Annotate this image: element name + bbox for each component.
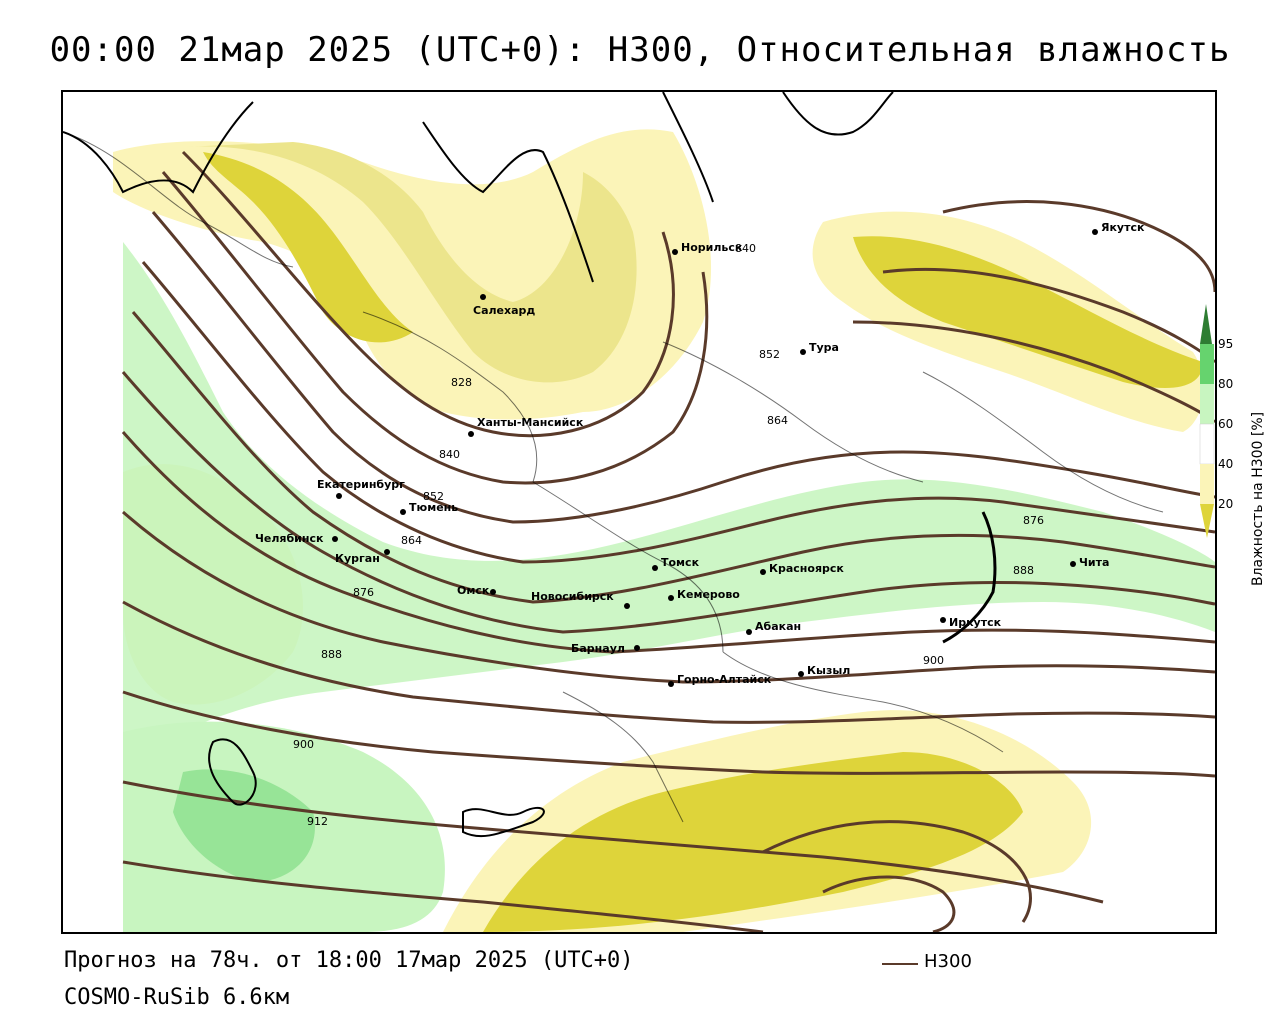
contour-label-864: 864 xyxy=(401,534,422,547)
contour-label-876-east: 876 xyxy=(1023,514,1044,527)
city-dot-chelyabinsk xyxy=(332,536,338,542)
city-dot-omsk xyxy=(490,589,496,595)
city-dot-yekaterinburg xyxy=(336,493,342,499)
humidity-area-north-core xyxy=(183,142,637,383)
humidity-area-green-band xyxy=(123,242,1215,772)
city-label-barnaul: Барнаул xyxy=(571,642,625,655)
contour-label-852: 852 xyxy=(423,490,444,503)
city-label-norilsk: Норильск xyxy=(681,241,743,254)
legend-arrow-bottom xyxy=(1200,504,1214,538)
city-label-abakan: Абакан xyxy=(755,620,801,633)
contour-label-912: 912 xyxy=(307,815,328,828)
contour-label-840: 840 xyxy=(439,448,460,461)
humidity-area-northeast-core xyxy=(853,236,1203,388)
legend-tick-40: 40 xyxy=(1218,457,1233,471)
city-dot-tyumen xyxy=(400,509,406,515)
contour-label-864-east: 864 xyxy=(767,414,788,427)
legend-tick-95: 95 xyxy=(1218,337,1233,351)
city-label-irkutsk: Иркутск xyxy=(949,616,1002,629)
city-dot-novosibirsk xyxy=(624,603,630,609)
city-dot-tura xyxy=(800,349,806,355)
humidity-area-north-peak xyxy=(203,152,413,343)
city-dot-kyzyl xyxy=(798,671,804,677)
city-label-khanty-mansiysk: Ханты-Мансийск xyxy=(477,416,584,429)
contour-label-828: 828 xyxy=(451,376,472,389)
city-dot-barnaul xyxy=(634,645,640,651)
city-dot-salekhard xyxy=(480,294,486,300)
city-dot-chita xyxy=(1070,561,1076,567)
legend-band-40-60 xyxy=(1199,423,1215,465)
city-label-kurgan: Курган xyxy=(335,552,380,565)
contour-label-888: 888 xyxy=(321,648,342,661)
contour-label-888-east: 888 xyxy=(1013,564,1034,577)
legend-band-80-95 xyxy=(1200,344,1214,384)
humidity-area-south-core xyxy=(483,752,1023,932)
contour-label-900: 900 xyxy=(293,738,314,751)
city-label-novosibirsk: Новосибирск xyxy=(531,590,614,603)
contour-label-852-east: 852 xyxy=(759,348,780,361)
lake-baikal xyxy=(942,511,997,644)
contour-label-876: 876 xyxy=(353,586,374,599)
humidity-legend: 95 80 60 40 20 Влажность на H300 [%] xyxy=(1199,304,1266,586)
h300-contours xyxy=(121,150,1215,932)
city-label-tura: Тура xyxy=(809,341,839,354)
legend-band-60-80 xyxy=(1200,384,1214,424)
city-label-yekaterinburg: Екатеринбург xyxy=(317,478,405,491)
legend-tick-80: 80 xyxy=(1218,377,1233,391)
legend-band-20-40 xyxy=(1200,464,1214,504)
map-panel: 828 840 852 864 876 888 900 912 840 852 … xyxy=(61,90,1217,934)
city-dot-kemerovo xyxy=(668,595,674,601)
city-label-omsk: Омск xyxy=(457,584,490,597)
city-label-kemerovo: Кемерово xyxy=(677,588,740,601)
weather-map: 828 840 852 864 876 888 900 912 840 852 … xyxy=(63,92,1215,932)
humidity-shading xyxy=(113,129,1215,932)
city-dot-kurgan xyxy=(384,549,390,555)
model-name: COSMO-RuSib 6.6км xyxy=(64,985,290,1010)
city-dot-irkutsk xyxy=(940,617,946,623)
contour-label-900-east: 900 xyxy=(923,654,944,667)
city-dot-krasnoyarsk xyxy=(760,569,766,575)
city-label-kyzyl: Кызыл xyxy=(807,664,850,677)
city-label-salekhard: Салехард xyxy=(473,304,535,317)
borders xyxy=(63,131,1164,823)
city-dot-gorno-altaysk xyxy=(668,681,674,687)
coastline xyxy=(63,92,894,838)
city-dot-tomsk xyxy=(652,565,658,571)
legend-title: Влажность на H300 [%] xyxy=(1250,412,1266,586)
contour-line-label: H300 xyxy=(924,951,972,972)
legend-arrow-top xyxy=(1200,304,1212,344)
city-label-krasnoyarsk: Красноярск xyxy=(769,562,844,575)
forecast-info: Прогноз на 78ч. от 18:00 17мар 2025 (UTC… xyxy=(64,948,634,973)
city-markers: Якутск Норильск Салехард Тура Ханты-Манс… xyxy=(255,221,1145,687)
contour-labels: 828 840 852 864 876 888 900 912 840 852 … xyxy=(293,242,1044,828)
city-dot-yakutsk xyxy=(1092,229,1098,235)
city-label-chelyabinsk: Челябинск xyxy=(255,532,324,545)
city-dot-abakan xyxy=(746,629,752,635)
city-label-tyumen: Тюмень xyxy=(409,501,458,514)
legend-tick-20: 20 xyxy=(1218,497,1233,511)
map-title: 00:00 21мар 2025 (UTC+0): H300, Относите… xyxy=(49,30,1231,70)
city-label-chita: Чита xyxy=(1079,556,1109,569)
legend-tick-60: 60 xyxy=(1218,417,1233,431)
city-dot-norilsk xyxy=(672,249,678,255)
city-label-yakutsk: Якутск xyxy=(1101,221,1145,234)
contour-line-key: H300 xyxy=(882,950,1002,976)
city-dot-khanty-mansiysk xyxy=(468,431,474,437)
city-label-tomsk: Томск xyxy=(661,556,700,569)
contour-line-swatch xyxy=(882,963,918,965)
city-label-gorno-altaysk: Горно-Алтайск xyxy=(677,673,772,686)
contour-label-840-east: 840 xyxy=(735,242,756,255)
